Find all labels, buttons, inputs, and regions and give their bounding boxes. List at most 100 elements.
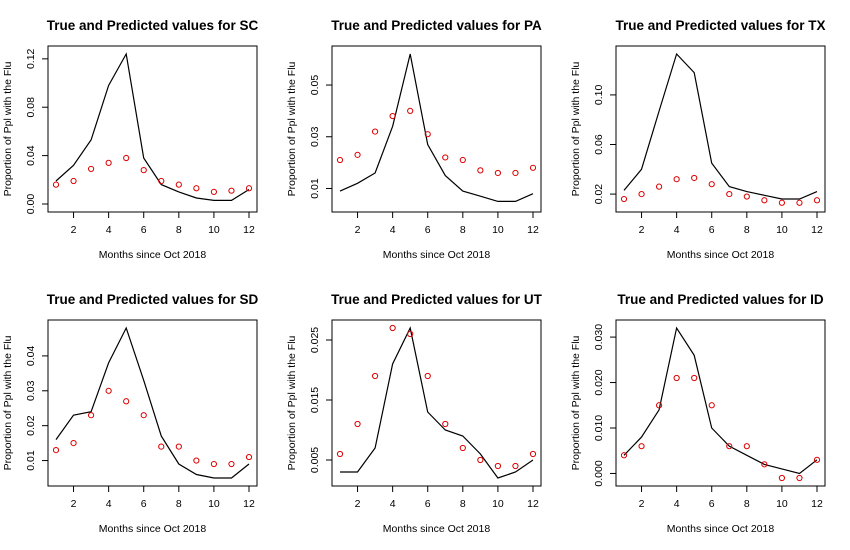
x-tick-label: 4 bbox=[674, 224, 680, 236]
x-tick-label: 6 bbox=[425, 498, 431, 510]
predicted-value-point bbox=[512, 462, 519, 470]
y-axis-label: Proportion of Ppl with the Flu bbox=[570, 61, 582, 196]
predicted-value-point bbox=[245, 185, 253, 192]
predicted-value-point bbox=[813, 197, 821, 204]
x-axis-label: Months since Oct 2018 bbox=[99, 249, 207, 261]
y-tick-label: 0.10 bbox=[593, 85, 605, 106]
predicted-value-point bbox=[691, 374, 698, 382]
plot-frame bbox=[615, 319, 826, 487]
predicted-value-point bbox=[708, 402, 715, 409]
predicted-value-point bbox=[193, 457, 200, 464]
chart-panel: True and Predicted values for SC 2 4 6 8 10 12… bbox=[2, 18, 259, 261]
predicted-value-point bbox=[228, 460, 235, 468]
predicted-value-point bbox=[407, 107, 414, 114]
predicted-value-point bbox=[778, 199, 786, 206]
predicted-value-point bbox=[105, 159, 112, 166]
predicted-value-point bbox=[354, 420, 361, 428]
predicted-value-point bbox=[442, 420, 449, 428]
plot-frame bbox=[331, 45, 542, 213]
chart-title: True and Predicted values for TX bbox=[615, 18, 825, 33]
x-axis-label: Months since Oct 2018 bbox=[667, 523, 775, 535]
predicted-value-point bbox=[796, 474, 803, 482]
x-tick-label: 4 bbox=[390, 224, 396, 236]
plot-frame bbox=[615, 45, 826, 213]
y-tick-label: 0.08 bbox=[25, 97, 37, 118]
x-tick-label: 12 bbox=[527, 224, 539, 236]
predicted-value-point bbox=[673, 374, 680, 382]
chart-panel: True and Predicted values for UT 2 4 6 8 10 12… bbox=[286, 292, 543, 535]
y-tick-label: 0.030 bbox=[593, 324, 605, 350]
y-tick-label: 0.06 bbox=[593, 134, 605, 155]
y-tick-label: 0.02 bbox=[25, 415, 37, 436]
predicted-value-point bbox=[529, 164, 537, 171]
y-tick-label: 0.005 bbox=[309, 447, 321, 473]
x-tick-label: 10 bbox=[208, 498, 220, 510]
plot-frame bbox=[331, 319, 542, 487]
predicted-value-point bbox=[813, 456, 821, 463]
predicted-value-point bbox=[123, 398, 130, 405]
predicted-value-point bbox=[708, 181, 715, 188]
predicted-value-point bbox=[52, 181, 60, 188]
x-tick-label: 6 bbox=[709, 498, 715, 510]
chart-panel: True and Predicted values for PA 2 4 6 8 10 12… bbox=[286, 18, 542, 261]
predicted-value-point bbox=[123, 154, 130, 162]
y-axis-label: Proportion of Ppl with the Flu bbox=[2, 335, 14, 470]
y-tick-label: 0.03 bbox=[309, 126, 321, 147]
chart-title: True and Predicted values for SD bbox=[47, 292, 259, 307]
x-axis-label: Months since Oct 2018 bbox=[383, 249, 491, 261]
x-tick-label: 10 bbox=[776, 224, 788, 236]
x-tick-label: 4 bbox=[674, 498, 680, 510]
true-values-line bbox=[55, 326, 250, 479]
y-axis-label: Proportion of Ppl with the Flu bbox=[570, 335, 582, 470]
x-tick-label: 12 bbox=[811, 224, 823, 236]
x-tick-label: 10 bbox=[492, 498, 504, 510]
plot-frame bbox=[47, 319, 258, 487]
chart-panel: True and Predicted values for ID 2 4 6 8 10 12… bbox=[570, 292, 826, 535]
predicted-value-point bbox=[175, 181, 182, 188]
predicted-value-point bbox=[175, 443, 182, 450]
x-tick-label: 12 bbox=[527, 498, 539, 510]
predicted-value-point bbox=[389, 112, 396, 120]
x-tick-label: 4 bbox=[390, 498, 396, 510]
predicted-value-point bbox=[796, 199, 803, 206]
predicted-value-point bbox=[70, 440, 77, 447]
predicted-value-point bbox=[761, 461, 768, 468]
predicted-value-point bbox=[638, 443, 645, 450]
predicted-value-point bbox=[158, 443, 165, 450]
predicted-value-point bbox=[424, 131, 431, 138]
x-tick-label: 6 bbox=[425, 224, 431, 236]
x-tick-label: 4 bbox=[106, 498, 112, 510]
x-tick-label: 2 bbox=[355, 224, 361, 236]
y-tick-label: 0.000 bbox=[593, 460, 605, 486]
predicted-value-point bbox=[655, 402, 663, 409]
predicted-value-point bbox=[620, 452, 628, 459]
predicted-value-point bbox=[158, 177, 165, 185]
x-tick-label: 2 bbox=[71, 498, 77, 510]
x-tick-label: 2 bbox=[639, 498, 645, 510]
predicted-value-point bbox=[371, 128, 379, 135]
true-values-line bbox=[55, 52, 250, 201]
predicted-value-point bbox=[673, 176, 680, 183]
true-values-line bbox=[623, 326, 818, 475]
predicted-value-point bbox=[407, 330, 414, 338]
y-tick-label: 0.015 bbox=[309, 387, 321, 413]
y-tick-label: 0.025 bbox=[309, 327, 321, 353]
predicted-value-point bbox=[389, 324, 396, 332]
x-tick-label: 12 bbox=[243, 224, 255, 236]
x-tick-label: 12 bbox=[811, 498, 823, 510]
predicted-value-point bbox=[459, 444, 466, 452]
predicted-value-point bbox=[459, 156, 466, 164]
true-values-line bbox=[340, 326, 534, 479]
predicted-value-point bbox=[726, 190, 733, 198]
predicted-value-point bbox=[210, 188, 218, 196]
predicted-value-point bbox=[87, 412, 95, 419]
predicted-value-point bbox=[477, 456, 484, 464]
y-axis-label: Proportion of Ppl with the Flu bbox=[286, 335, 298, 470]
x-axis-label: Months since Oct 2018 bbox=[383, 523, 491, 535]
x-tick-label: 8 bbox=[744, 224, 750, 236]
x-tick-label: 8 bbox=[176, 498, 182, 510]
predicted-value-point bbox=[140, 167, 147, 174]
predicted-value-point bbox=[245, 453, 253, 461]
y-axis-label: Proportion of Ppl with the Flu bbox=[286, 61, 298, 196]
